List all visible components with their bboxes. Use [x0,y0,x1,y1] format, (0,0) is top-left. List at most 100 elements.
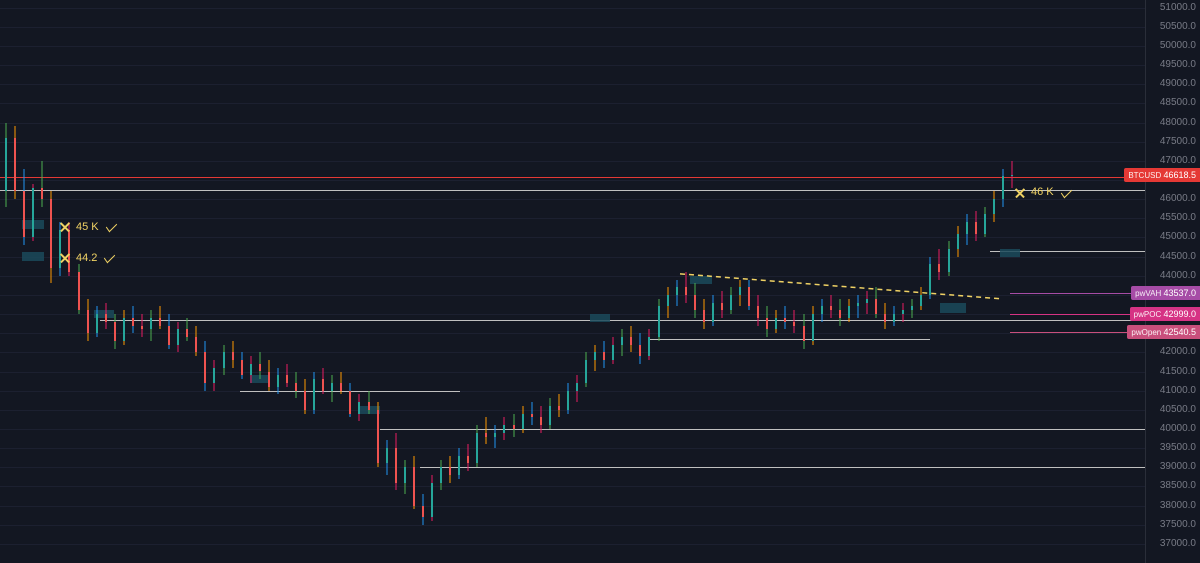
candle[interactable] [213,0,215,563]
candle[interactable] [304,0,306,563]
candle[interactable] [295,0,297,563]
candle[interactable] [757,0,759,563]
candle[interactable] [739,0,741,563]
candle[interactable] [368,0,370,563]
candle[interactable] [96,0,98,563]
candle[interactable] [830,0,832,563]
candle[interactable] [558,0,560,563]
candle[interactable] [721,0,723,563]
candle[interactable] [1011,0,1013,563]
candle[interactable] [177,0,179,563]
candle[interactable] [377,0,379,563]
candle[interactable] [703,0,705,563]
candle[interactable] [966,0,968,563]
candle[interactable] [866,0,868,563]
candle[interactable] [150,0,152,563]
candle[interactable] [884,0,886,563]
candle[interactable] [920,0,922,563]
candle[interactable] [340,0,342,563]
candle[interactable] [404,0,406,563]
candle[interactable] [195,0,197,563]
candle[interactable] [23,0,25,563]
candle[interactable] [585,0,587,563]
candle[interactable] [232,0,234,563]
candle[interactable] [59,0,61,563]
candle[interactable] [458,0,460,563]
candle[interactable] [32,0,34,563]
candle[interactable] [712,0,714,563]
candle[interactable] [358,0,360,563]
candle[interactable] [141,0,143,563]
candle[interactable] [132,0,134,563]
candle[interactable] [503,0,505,563]
candle[interactable] [68,0,70,563]
candle[interactable] [313,0,315,563]
candle[interactable] [648,0,650,563]
candle[interactable] [875,0,877,563]
candle[interactable] [159,0,161,563]
candle[interactable] [603,0,605,563]
candle[interactable] [667,0,669,563]
candle[interactable] [204,0,206,563]
candle[interactable] [241,0,243,563]
candle[interactable] [250,0,252,563]
candle[interactable] [349,0,351,563]
candle[interactable] [685,0,687,563]
candle[interactable] [449,0,451,563]
horizontal-line[interactable] [1010,293,1146,294]
candle[interactable] [748,0,750,563]
candle[interactable] [485,0,487,563]
candle[interactable] [41,0,43,563]
candle[interactable] [612,0,614,563]
candle[interactable] [440,0,442,563]
candle[interactable] [494,0,496,563]
horizontal-line[interactable] [1010,332,1146,333]
candle[interactable] [114,0,116,563]
candle[interactable] [277,0,279,563]
candle[interactable] [793,0,795,563]
candle[interactable] [123,0,125,563]
candle[interactable] [322,0,324,563]
candle[interactable] [567,0,569,563]
candle[interactable] [957,0,959,563]
y-axis[interactable]: 51000.050500.050000.049500.049000.048500… [1145,0,1200,563]
candle[interactable] [422,0,424,563]
candle[interactable] [186,0,188,563]
candle[interactable] [676,0,678,563]
candle[interactable] [639,0,641,563]
candle[interactable] [730,0,732,563]
candle[interactable] [784,0,786,563]
candle[interactable] [268,0,270,563]
candle[interactable] [5,0,7,563]
candle[interactable] [576,0,578,563]
candle[interactable] [658,0,660,563]
candle[interactable] [331,0,333,563]
candle[interactable] [803,0,805,563]
candle[interactable] [105,0,107,563]
candle[interactable] [938,0,940,563]
candle[interactable] [839,0,841,563]
candle[interactable] [531,0,533,563]
candle[interactable] [694,0,696,563]
horizontal-line[interactable] [650,339,930,340]
candle[interactable] [812,0,814,563]
candle[interactable] [594,0,596,563]
candle[interactable] [893,0,895,563]
candle[interactable] [766,0,768,563]
candle[interactable] [467,0,469,563]
candle[interactable] [848,0,850,563]
candle[interactable] [975,0,977,563]
candle[interactable] [993,0,995,563]
candle[interactable] [929,0,931,563]
candle[interactable] [1002,0,1004,563]
candle[interactable] [431,0,433,563]
price-chart[interactable]: 45 K44.246 K 51000.050500.050000.049500.… [0,0,1200,563]
candle[interactable] [50,0,52,563]
candle[interactable] [78,0,80,563]
candle[interactable] [775,0,777,563]
candle[interactable] [168,0,170,563]
horizontal-line[interactable] [1010,314,1146,315]
candle[interactable] [821,0,823,563]
candle[interactable] [87,0,89,563]
candle[interactable] [911,0,913,563]
